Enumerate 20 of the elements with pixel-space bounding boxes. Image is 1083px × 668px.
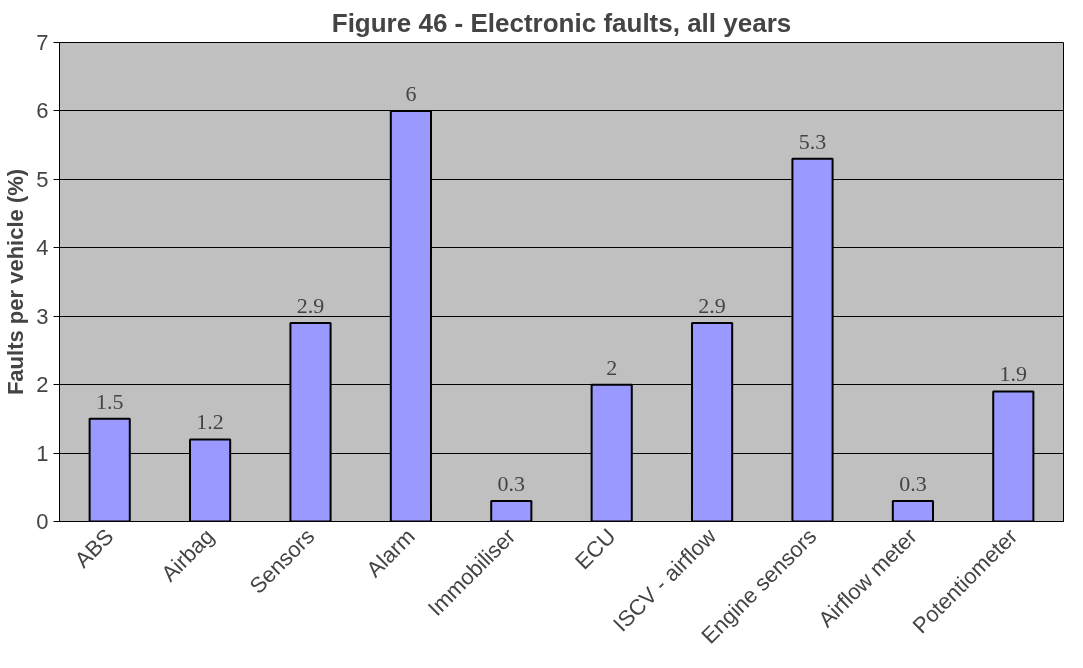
data-label: 1.2 xyxy=(196,409,224,435)
data-label: 2.9 xyxy=(296,293,325,319)
y-tick-label: 3 xyxy=(36,303,49,329)
data-label: 2.9 xyxy=(698,293,726,319)
chart-title: Figure 46 - Electronic faults, all years xyxy=(331,7,792,38)
y-tick-label: 6 xyxy=(36,98,49,124)
data-label: 0.3 xyxy=(497,470,526,496)
y-tick-label: 0 xyxy=(36,509,49,534)
data-label: 5.3 xyxy=(798,128,827,154)
data-label: 1.9 xyxy=(999,361,1028,387)
y-tick-label: 1 xyxy=(36,440,49,466)
y-tick-label: 5 xyxy=(36,166,49,192)
y-tick-label: 4 xyxy=(36,235,49,261)
data-label: 6 xyxy=(405,80,417,106)
y-tick-label: 2 xyxy=(36,372,49,398)
data-label: 2 xyxy=(606,354,618,380)
data-label: 0.3 xyxy=(899,470,927,496)
y-axis-title: Faults per vehicle (%) xyxy=(3,168,29,396)
y-tick-label: 7 xyxy=(36,30,49,55)
data-label: 1.5 xyxy=(95,388,124,414)
